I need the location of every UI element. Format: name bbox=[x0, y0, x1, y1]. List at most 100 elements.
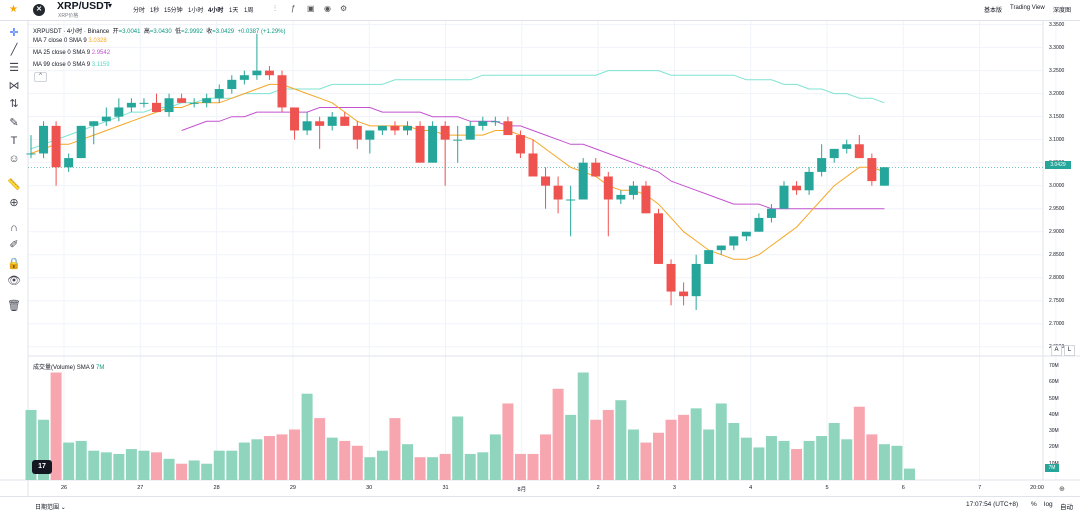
price-tick-label: 3.1500 bbox=[1049, 113, 1065, 120]
volume-bar bbox=[740, 437, 752, 480]
candle-body bbox=[729, 236, 739, 246]
brush-icon[interactable]: ✎ bbox=[9, 117, 19, 129]
percent-toggle[interactable]: % bbox=[1031, 501, 1037, 508]
auto-scale-button[interactable]: A bbox=[1051, 345, 1062, 356]
symbol-dropdown-icon[interactable]: ▾ bbox=[108, 1, 113, 10]
volume-bar bbox=[226, 450, 238, 480]
pattern-icon[interactable]: ⋈ bbox=[8, 80, 20, 92]
tf-1w[interactable]: 1周 bbox=[244, 8, 254, 14]
volume-bar bbox=[427, 457, 439, 480]
stay-drawing-icon[interactable]: ✐ bbox=[9, 239, 19, 251]
volume-bar bbox=[289, 429, 301, 480]
time-tick-label: 28 bbox=[213, 485, 220, 491]
top-toolbar: ★ ✕ XRP/USDT ▾ XRP价格 分时 1秒 15分钟 1小时 4小时 … bbox=[0, 0, 1080, 21]
volume-bar bbox=[188, 460, 200, 480]
candle-body bbox=[754, 217, 764, 232]
candle-body bbox=[628, 185, 638, 195]
auto-toggle[interactable]: 自动 bbox=[1060, 504, 1073, 511]
log-toggle[interactable]: log bbox=[1044, 501, 1053, 508]
date-range-button[interactable]: 日期范围 ⌄ bbox=[35, 502, 66, 511]
magnet-icon[interactable]: ∩ bbox=[10, 222, 18, 234]
ruler-icon[interactable]: 📏 bbox=[7, 179, 21, 191]
volume-label: 成交量(Volume) bbox=[33, 365, 76, 371]
candle-body bbox=[453, 139, 463, 141]
candle-body bbox=[779, 185, 789, 209]
candle-body bbox=[804, 171, 814, 191]
goto-realtime-icon[interactable]: ⊕ bbox=[1059, 486, 1065, 493]
candle-body bbox=[277, 75, 287, 108]
ma25-legend[interactable]: MA 25 close 0 SMA 9 2.9542 bbox=[33, 50, 110, 56]
ma7-label: MA 7 close 0 SMA 9 bbox=[33, 38, 87, 44]
candle-body bbox=[616, 194, 626, 200]
ma99-legend[interactable]: MA 99 close 0 SMA 9 3.1159 bbox=[33, 62, 110, 68]
symbol-subtitle: XRP价格 bbox=[58, 13, 79, 19]
tf-15m[interactable]: 15分钟 bbox=[164, 8, 183, 14]
volume-bar bbox=[703, 429, 715, 480]
crosshair-icon[interactable]: ✛ bbox=[9, 27, 19, 39]
log-scale-button[interactable]: L bbox=[1064, 345, 1075, 356]
camera-icon[interactable]: ◉ bbox=[324, 4, 331, 13]
volume-bar bbox=[565, 414, 577, 480]
candle-body bbox=[415, 125, 425, 163]
legend-low-label: 低 bbox=[175, 29, 182, 35]
emoji-icon[interactable]: ☺ bbox=[8, 153, 20, 165]
candle-body bbox=[377, 125, 387, 131]
volume-bar bbox=[891, 445, 903, 480]
candle-body bbox=[854, 144, 864, 159]
volume-bar bbox=[753, 447, 765, 480]
star-icon[interactable]: ★ bbox=[9, 4, 18, 15]
volume-bar bbox=[125, 449, 137, 480]
volume-bar bbox=[176, 463, 188, 480]
tradingview-link[interactable]: Trading View bbox=[1010, 5, 1045, 11]
volume-bar bbox=[540, 434, 552, 480]
tradingview-logo[interactable]: 17 bbox=[32, 460, 52, 474]
basic-view-link[interactable]: 基本版 bbox=[984, 8, 1003, 14]
settings-icon[interactable]: ⚙ bbox=[340, 4, 348, 13]
tf-realtime[interactable]: 分时 bbox=[133, 8, 146, 14]
volume-bar bbox=[251, 439, 263, 480]
candle-body bbox=[591, 162, 601, 177]
trash-icon[interactable]: 🗑 bbox=[7, 300, 21, 312]
lock-icon[interactable]: 🔒 bbox=[7, 258, 21, 270]
volume-bar bbox=[75, 440, 87, 480]
candle-body bbox=[478, 121, 488, 126]
tf-1s[interactable]: 1秒 bbox=[150, 8, 160, 14]
indicators-icon[interactable]: ƒ bbox=[291, 4, 296, 13]
candle-body bbox=[766, 208, 776, 218]
depth-chart-link[interactable]: 深度图 bbox=[1053, 8, 1072, 14]
candle-body bbox=[290, 107, 300, 131]
tf-1d[interactable]: 1天 bbox=[229, 8, 239, 14]
tf-1h[interactable]: 1小时 bbox=[188, 8, 204, 14]
text-icon[interactable]: T bbox=[10, 135, 18, 147]
price-tick-label: 3.0000 bbox=[1049, 182, 1065, 189]
candle-body bbox=[164, 98, 174, 113]
volume-sma: SMA 9 bbox=[76, 365, 95, 371]
trendline-icon[interactable]: ╱ bbox=[10, 44, 18, 56]
volume-legend[interactable]: 成交量(Volume) SMA 9 7M bbox=[33, 362, 104, 371]
compare-icon[interactable]: ▣ bbox=[307, 4, 315, 13]
volume-bar bbox=[527, 453, 539, 480]
legend-collapse-button[interactable]: ^ bbox=[34, 72, 47, 82]
volume-bar bbox=[765, 436, 777, 480]
tf-4h[interactable]: 4小时 bbox=[208, 8, 224, 14]
legend-close: =3.0429 bbox=[212, 29, 235, 35]
volume-bar bbox=[577, 372, 589, 480]
candle-body bbox=[202, 98, 212, 103]
candle-body bbox=[177, 98, 187, 103]
candle-body bbox=[578, 162, 588, 200]
candle-body bbox=[842, 144, 852, 149]
zoom-icon[interactable]: ⊕ bbox=[9, 197, 19, 209]
volume-bar bbox=[452, 416, 464, 480]
symbol-name[interactable]: XRP/USDT bbox=[57, 0, 111, 12]
eye-icon[interactable]: 👁 bbox=[7, 275, 21, 287]
fib-icon[interactable]: ☰ bbox=[9, 62, 19, 74]
candles-icon[interactable]: ⫶ bbox=[274, 4, 276, 13]
volume-bar bbox=[402, 444, 413, 480]
ma99-value: 3.1159 bbox=[91, 62, 110, 68]
ma7-legend[interactable]: MA 7 close 0 SMA 9 3.0328 bbox=[33, 38, 107, 44]
volume-value: 7M bbox=[96, 365, 105, 371]
candle-body bbox=[139, 102, 149, 104]
volume-tick-label: 60M bbox=[1049, 379, 1059, 386]
prediction-icon[interactable]: ⇅ bbox=[9, 98, 19, 110]
